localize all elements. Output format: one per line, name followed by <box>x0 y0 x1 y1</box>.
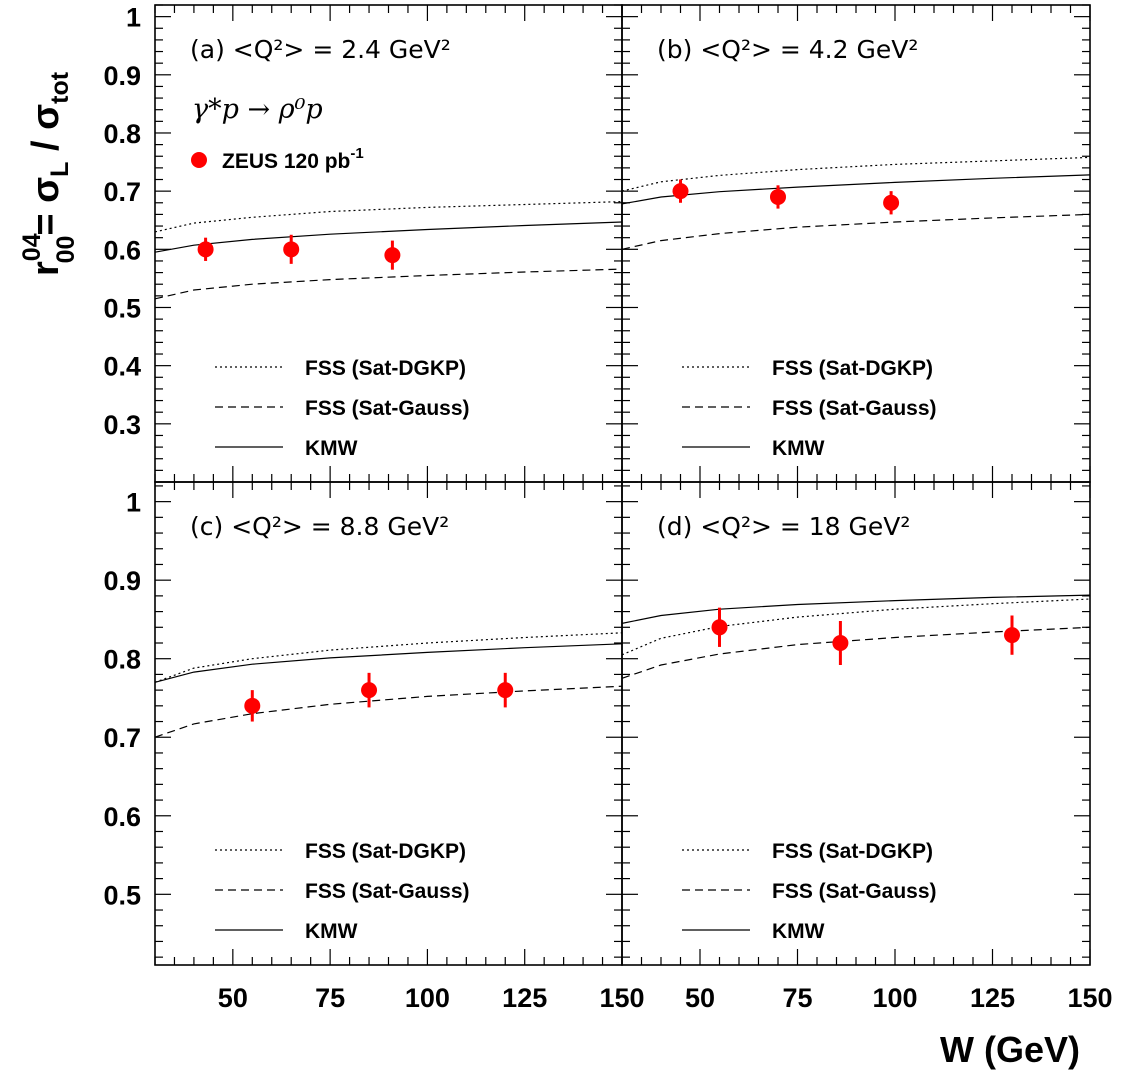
y-tick-label: 0.8 <box>103 119 141 149</box>
y-tick-label: 0.9 <box>103 566 141 596</box>
y-tick-label: 0.8 <box>103 645 141 675</box>
y-title-slash: / σ <box>25 104 67 162</box>
legend-label-gauss: FSS (Sat-Gauss) <box>772 397 937 420</box>
y-tick-label: 0.6 <box>103 802 141 832</box>
curve-gauss <box>154 268 623 300</box>
x-tick-label: 100 <box>405 983 450 1013</box>
y-tick-label: 0.3 <box>103 410 141 440</box>
legend-label-kmw: KMW <box>772 920 825 943</box>
curve-dgkp <box>154 632 623 683</box>
y-tick-label: 1 <box>126 488 141 518</box>
y-title-r: r <box>25 261 67 276</box>
data-point <box>711 619 728 636</box>
data-point <box>197 241 214 258</box>
y-tick-label: 0.4 <box>103 352 141 382</box>
legend-label-kmw: KMW <box>305 920 358 943</box>
y-tick-label: 0.5 <box>103 293 141 323</box>
data-point <box>770 188 786 205</box>
curve-gauss <box>154 685 623 738</box>
y-tick-label: 0.7 <box>103 723 141 753</box>
curve-dgkp <box>154 201 623 233</box>
curve-kmw <box>621 594 1091 624</box>
curve-gauss <box>621 213 1091 250</box>
x-tick-label: 125 <box>502 983 547 1013</box>
y-axis-title: r04 00= σL / σtot <box>18 71 80 276</box>
legend-label-kmw: KMW <box>772 437 825 460</box>
data-legend-label: ZEUS 120 pb <box>222 150 350 173</box>
panel-a: 0.3 0.4 0.5 0.6 0.7 0.8 0.9 1 (a) <Q²> = 2.4 GeV… <box>103 3 623 483</box>
panel-label: (a) <Q²> = 2.4 GeV² <box>190 35 451 64</box>
x-tick-label: 150 <box>599 983 644 1013</box>
data-point <box>244 697 261 714</box>
curve-gauss <box>621 626 1091 679</box>
y-title-tot: tot <box>46 71 74 104</box>
legend-label-kmw: KMW <box>305 437 358 460</box>
x-tick-label: 150 <box>1067 983 1112 1013</box>
y-tick-label: 0.7 <box>103 177 141 207</box>
panel-label: (d) <Q²> = 18 GeV² <box>657 512 910 541</box>
data-legend-marker <box>191 152 207 168</box>
curve-kmw <box>621 174 1091 205</box>
panels-layer: 0.3 0.4 0.5 0.6 0.7 0.8 0.9 1 (a) <Q²> = 2.4 GeV… <box>103 3 1091 966</box>
x-tick-label: 50 <box>685 983 715 1013</box>
data-point <box>672 183 689 200</box>
y-title-eq: = σ <box>25 177 67 236</box>
reaction-label: γ*p → ρ⁰p <box>192 94 323 125</box>
y-tick-label: 0.5 <box>103 880 141 910</box>
data-point <box>361 682 378 699</box>
data-point <box>283 241 300 258</box>
panel-b: (b) <Q²> = 4.2 GeV² FSS (Sat-DGKP) FSS (Sa… <box>621 4 1091 483</box>
x-tick-label: 75 <box>315 983 345 1013</box>
x-tick-labels: 50 75 100 125 150 50 75 100 125 150 <box>218 983 1113 1013</box>
data-legend-sup: -1 <box>350 145 363 162</box>
panel-label: (b) <Q²> = 4.2 GeV² <box>657 35 918 64</box>
data-point <box>1004 627 1020 644</box>
data-point <box>883 194 900 211</box>
y-tick-label: 0.6 <box>103 235 141 265</box>
y-tick-label: 0.9 <box>103 61 141 91</box>
panel-c: 0.5 0.6 0.7 0.8 0.9 1 (c) <Q²> = 8.8 GeV² FSS (… <box>103 481 623 966</box>
data-point <box>384 247 401 264</box>
legend-label-dgkp: FSS (Sat-DGKP) <box>305 840 466 863</box>
x-tick-label: 50 <box>218 983 248 1013</box>
curve-kmw <box>154 221 623 253</box>
x-axis-title: W (GeV) <box>940 1029 1080 1070</box>
y-title-sub: 00 <box>52 236 80 264</box>
legend-label-gauss: FSS (Sat-Gauss) <box>305 397 470 420</box>
curve-dgkp <box>621 156 1091 192</box>
curve-kmw <box>154 643 623 683</box>
panel-label: (c) <Q²> = 8.8 GeV² <box>190 512 449 541</box>
y-title-sup: 04 <box>18 233 46 261</box>
x-tick-label: 125 <box>970 983 1015 1013</box>
data-point <box>497 682 514 699</box>
legend-label-dgkp: FSS (Sat-DGKP) <box>305 357 466 380</box>
y-tick-label: 1 <box>126 3 141 33</box>
x-tick-label: 100 <box>872 983 917 1013</box>
x-tick-label: 75 <box>782 983 812 1013</box>
data-point <box>832 635 849 651</box>
y-title-L: L <box>46 162 74 177</box>
legend-label-gauss: FSS (Sat-Gauss) <box>772 880 937 903</box>
panel-d: (d) <Q²> = 18 GeV² FSS (Sat-DGKP) FSS (Sat… <box>621 481 1091 966</box>
legend-label-dgkp: FSS (Sat-DGKP) <box>772 840 933 863</box>
legend-label-dgkp: FSS (Sat-DGKP) <box>772 357 933 380</box>
curve-dgkp <box>621 598 1091 656</box>
legend-label-gauss: FSS (Sat-Gauss) <box>305 880 470 903</box>
data-legend-text: ZEUS 120 pb-1 <box>222 145 364 173</box>
